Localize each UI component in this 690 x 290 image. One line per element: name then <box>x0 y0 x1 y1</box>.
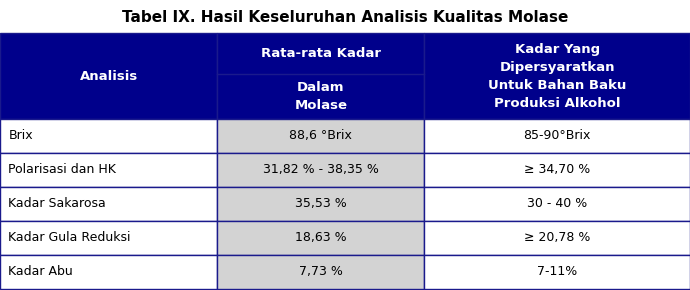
Text: ≥ 20,78 %: ≥ 20,78 % <box>524 231 591 244</box>
Text: 35,53 %: 35,53 % <box>295 197 346 210</box>
Bar <box>0 119 217 153</box>
Text: Kadar Sakarosa: Kadar Sakarosa <box>8 197 106 210</box>
Text: 31,82 % - 38,35 %: 31,82 % - 38,35 % <box>263 163 379 176</box>
Text: ≥ 34,70 %: ≥ 34,70 % <box>524 163 591 176</box>
Bar <box>0 255 217 289</box>
Text: Kadar Gula Reduksi: Kadar Gula Reduksi <box>8 231 131 244</box>
Bar <box>217 187 424 221</box>
Text: 85-90°Brix: 85-90°Brix <box>524 129 591 142</box>
Text: Dalam
Molase: Dalam Molase <box>295 81 347 112</box>
Bar <box>217 119 424 153</box>
Bar <box>424 255 690 289</box>
Bar <box>424 187 690 221</box>
Bar <box>0 153 217 187</box>
Text: Tabel IX. Hasil Keseluruhan Analisis Kualitas Molase: Tabel IX. Hasil Keseluruhan Analisis Kua… <box>122 10 568 25</box>
Text: 7,73 %: 7,73 % <box>299 265 343 278</box>
Bar <box>424 119 690 153</box>
Text: Brix: Brix <box>8 129 33 142</box>
Text: Kadar Abu: Kadar Abu <box>8 265 73 278</box>
Bar <box>424 153 690 187</box>
Text: 88,6 °Brix: 88,6 °Brix <box>289 129 353 142</box>
Bar <box>0 187 217 221</box>
Text: 7-11%: 7-11% <box>537 265 578 278</box>
Bar <box>217 33 424 119</box>
Bar <box>424 33 690 119</box>
Bar <box>217 221 424 255</box>
Text: Kadar Yang
Dipersyaratkan
Untuk Bahan Baku
Produksi Alkohol: Kadar Yang Dipersyaratkan Untuk Bahan Ba… <box>488 43 627 110</box>
Bar <box>0 33 217 119</box>
Bar <box>217 153 424 187</box>
Text: Analisis: Analisis <box>79 70 138 83</box>
Text: Polarisasi dan HK: Polarisasi dan HK <box>8 163 116 176</box>
Text: 30 - 40 %: 30 - 40 % <box>527 197 587 210</box>
Bar <box>424 221 690 255</box>
Bar <box>0 221 217 255</box>
Text: 18,63 %: 18,63 % <box>295 231 346 244</box>
Text: Rata-rata Kadar: Rata-rata Kadar <box>261 47 381 60</box>
Bar <box>217 255 424 289</box>
